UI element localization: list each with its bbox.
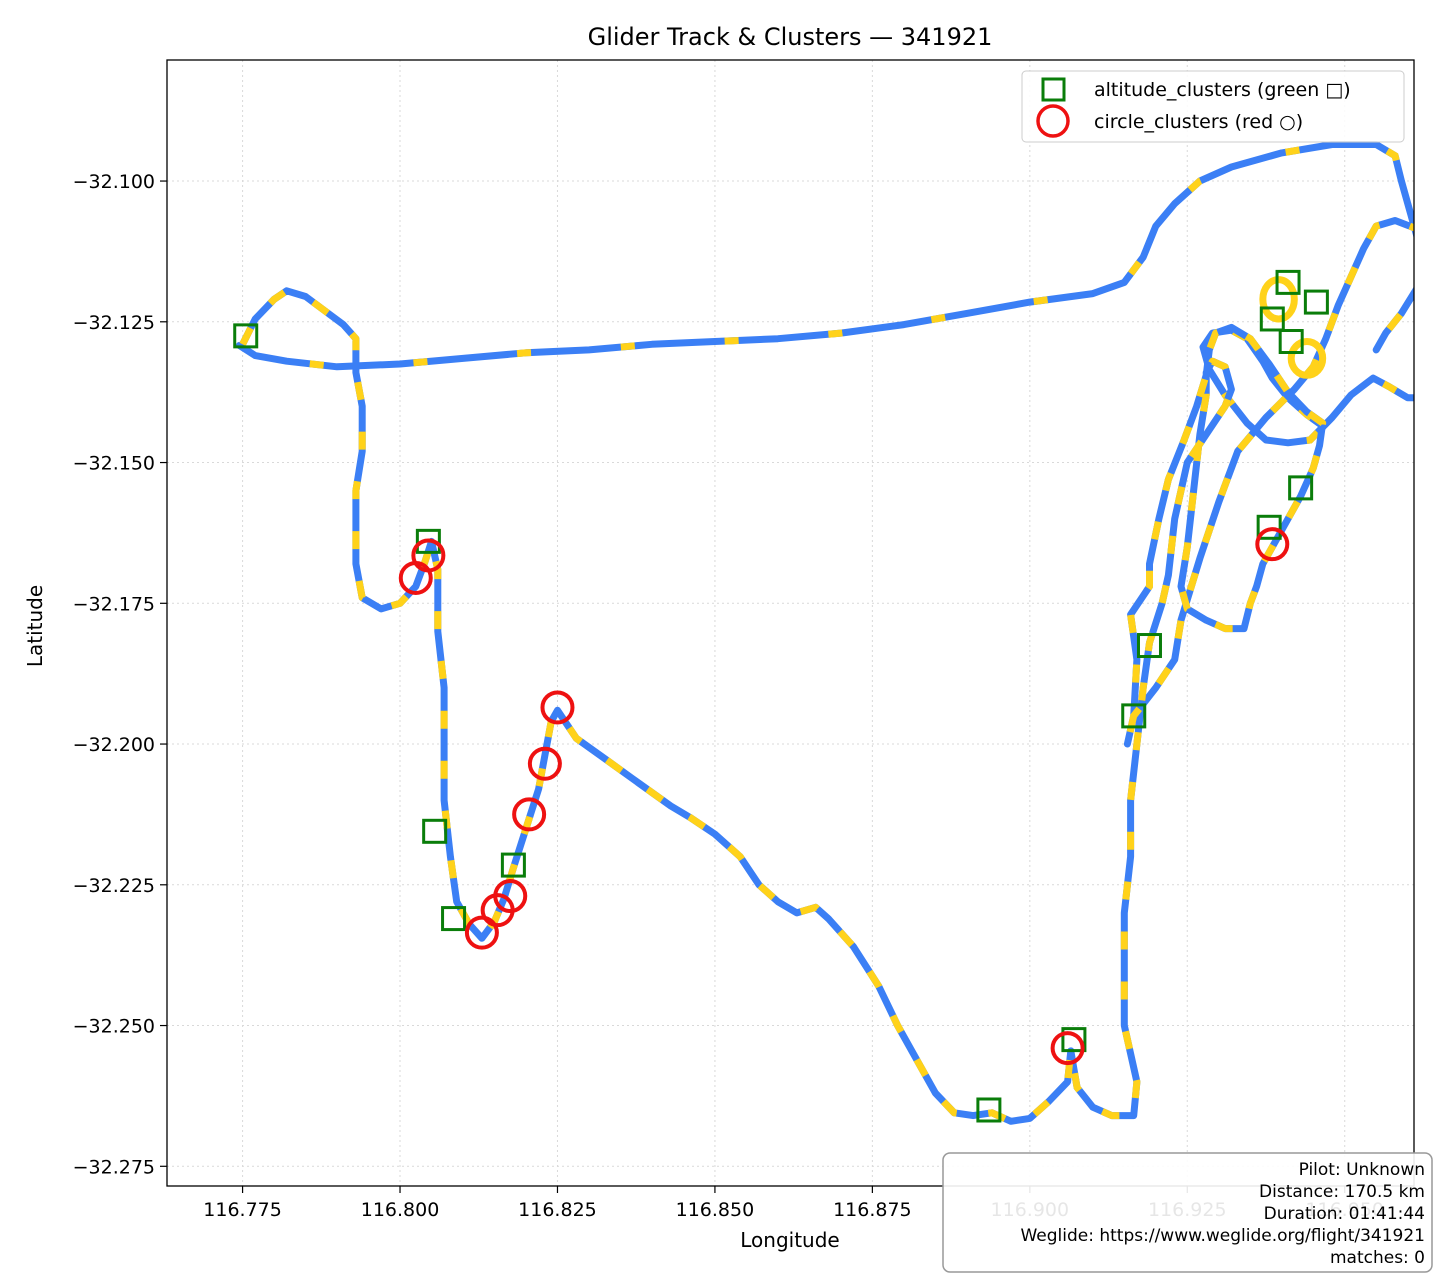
- plot-frame: [166, 59, 1415, 1187]
- circle-cluster-marker: [540, 690, 575, 725]
- altitude-cluster-marker: [1121, 703, 1147, 729]
- thermal-loop: [1287, 338, 1327, 379]
- altitude-cluster-marker: [1259, 306, 1285, 332]
- y-tick-label: −32.250: [73, 1016, 155, 1038]
- x-tick-label: 116.775: [203, 1199, 282, 1221]
- x-tick-label: 116.825: [518, 1199, 597, 1221]
- altitude-cluster-marker: [1278, 329, 1304, 354]
- legend-box: [1021, 70, 1405, 143]
- plot-data: [233, 141, 1414, 1125]
- x-tick-label: 116.850: [676, 1199, 755, 1221]
- altitude-cluster-marker: [500, 852, 526, 878]
- info-distance: Distance: 170.5 km: [1259, 1182, 1425, 1202]
- info-box-frame: [942, 1152, 1433, 1273]
- altitude-cluster-marker: [976, 1097, 1002, 1123]
- track-layer: [239, 217, 1414, 1125]
- y-tick-label: −32.225: [73, 875, 155, 897]
- altitude-cluster-marker: [1275, 269, 1301, 295]
- altitude-cluster-marker: [1288, 475, 1314, 501]
- circle-cluster-marker: [527, 746, 562, 781]
- circle-cluster-marker: [1255, 527, 1290, 562]
- legend-altitude-marker: [1041, 77, 1066, 102]
- yellow-loop-layer: [1259, 276, 1327, 379]
- altitude-cluster-marker: [1256, 514, 1282, 540]
- y-tick-label: −32.175: [73, 593, 155, 615]
- altitude-cluster-layer: [233, 269, 1329, 1123]
- altitude-cluster-marker: [422, 818, 448, 844]
- altitude-cluster-marker: [1061, 1027, 1087, 1053]
- legend-circle-marker: [1036, 104, 1070, 138]
- track-sink-segments: [239, 217, 1414, 1125]
- altitude-cluster-marker: [233, 323, 259, 349]
- x-tick-label: 116.800: [361, 1199, 440, 1221]
- info-box: Pilot: Unknown Distance: 170.5 km Durati…: [942, 1152, 1433, 1273]
- thermal-loop: [1259, 276, 1298, 323]
- altitude-cluster-marker: [441, 906, 467, 932]
- legend: altitude_clusters (green □) circle_clust…: [1021, 70, 1405, 143]
- altitude-cluster-marker: [1303, 289, 1329, 315]
- legend-circle-label: circle_clusters (red ○): [1094, 111, 1303, 133]
- legend-altitude-label: altitude_clusters (green □): [1094, 79, 1351, 101]
- chart-title: Glider Track & Clusters — 341921: [588, 23, 993, 51]
- y-tick-label: −32.100: [73, 171, 155, 193]
- altitude-cluster-marker: [415, 528, 441, 554]
- x-tick-label: 116.875: [833, 1199, 912, 1221]
- info-weglide: Weglide: https://www.weglide.org/flight/…: [1020, 1226, 1425, 1246]
- y-tick-label: −32.275: [73, 1156, 155, 1178]
- circle-cluster-marker: [398, 560, 433, 595]
- y-tick-label: −32.200: [73, 734, 155, 756]
- y-tick-label: −32.150: [73, 453, 155, 475]
- circle-cluster-marker: [512, 797, 547, 832]
- x-axis-label: Longitude: [740, 1228, 839, 1252]
- info-matches: matches: 0: [1330, 1248, 1425, 1268]
- info-duration: Duration: 01:41:44: [1264, 1204, 1425, 1224]
- y-axis-label: Latitude: [23, 585, 47, 667]
- info-pilot: Pilot: Unknown: [1299, 1160, 1425, 1180]
- y-axis-ticks: −32.100 −32.125 −32.150 −32.175 −32.200 −32.2…: [73, 171, 167, 1178]
- circle-cluster-layer: [398, 527, 1290, 1066]
- circle-cluster-marker: [1050, 1031, 1085, 1066]
- circle-cluster-marker: [464, 915, 499, 950]
- y-tick-label: −32.125: [73, 312, 155, 334]
- circle-cluster-marker: [493, 879, 528, 914]
- altitude-cluster-marker: [1136, 633, 1162, 659]
